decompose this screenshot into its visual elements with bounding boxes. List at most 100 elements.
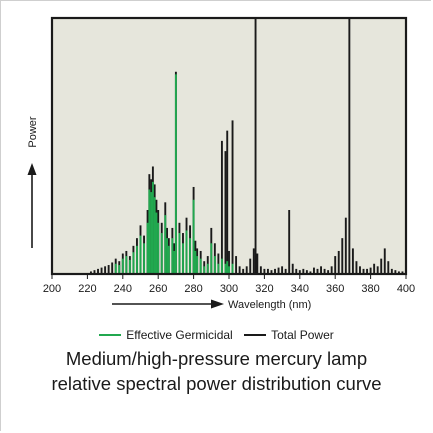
total-power-bar — [249, 258, 252, 274]
total-power-bar — [93, 270, 96, 274]
x-tick-label: 200 — [43, 283, 61, 295]
x-tick-label: 240 — [114, 283, 132, 295]
total-power-bar — [337, 250, 340, 274]
total-power-bar — [330, 266, 333, 274]
y-axis: Power — [27, 116, 39, 248]
x-axis-arrow-head — [211, 299, 224, 309]
total-power-bar — [256, 253, 259, 274]
effective-germicidal-bar — [231, 263, 234, 274]
total-power-bar — [387, 261, 390, 274]
total-power-bar — [89, 271, 92, 274]
effective-germicidal-bar — [155, 212, 158, 274]
effective-germicidal-bar — [143, 243, 145, 274]
effective-germicidal-bar — [226, 261, 229, 274]
x-tick-label: 260 — [149, 283, 167, 295]
total-power-bar — [277, 267, 280, 274]
legend-item-germicidal: Effective Germicidal — [99, 328, 233, 342]
y-axis-arrow-head — [27, 163, 37, 175]
chart-title-line-1: Medium/high-pressure mercury lamp — [65, 348, 368, 369]
x-tick-label: 220 — [78, 283, 96, 295]
total-power-bar — [313, 267, 315, 274]
effective-germicidal-bar — [164, 215, 167, 274]
effective-germicidal-bar — [217, 263, 220, 274]
total-power-bar — [220, 140, 223, 274]
total-power-bar — [274, 268, 276, 274]
germicidal-bars — [114, 74, 234, 274]
effective-germicidal-bar — [166, 238, 168, 274]
x-tick-label: 380 — [361, 283, 379, 295]
total-power-bar — [362, 268, 365, 274]
legend-item-total: Total Power — [244, 328, 334, 342]
effective-germicidal-bar — [153, 197, 156, 274]
effective-germicidal-bar — [210, 243, 213, 274]
total-power-bar — [376, 266, 379, 274]
chart-title: Medium/high-pressure mercury lamp relati… — [0, 346, 433, 396]
total-power-bar — [295, 268, 298, 274]
total-power-bar — [394, 270, 397, 274]
total-power-bar — [383, 248, 386, 274]
total-power-bar — [270, 270, 273, 274]
effective-germicidal-bar — [139, 235, 142, 274]
effective-germicidal-bar — [125, 256, 128, 274]
total-power-bar — [235, 256, 238, 274]
total-power-bar — [263, 268, 266, 274]
total-power-bar — [351, 248, 354, 274]
total-power-bar — [359, 266, 361, 274]
total-power-bar — [320, 266, 322, 274]
total-power-bar — [284, 268, 287, 274]
effective-germicidal-bar — [182, 243, 184, 274]
total-power-bar — [369, 267, 372, 274]
x-tick-label: 400 — [397, 283, 415, 295]
total-power-bar — [323, 268, 326, 274]
total-power-bar — [380, 258, 383, 274]
x-axis-label: Wavelength (nm) — [228, 299, 311, 311]
total-power-bar — [341, 238, 344, 274]
total-power-bar — [254, 18, 257, 274]
y-axis-label: Power — [27, 116, 39, 148]
effective-germicidal-bar — [118, 265, 121, 274]
total-power-bar — [316, 268, 319, 274]
total-power-bar — [111, 262, 114, 274]
total-power-bar — [242, 268, 245, 274]
effective-germicidal-bar — [157, 222, 160, 274]
total-power-bar — [334, 256, 337, 274]
effective-germicidal-bar — [228, 266, 230, 274]
total-power-bar — [288, 210, 291, 274]
total-power-bar — [344, 217, 347, 274]
total-power-bar — [252, 248, 255, 274]
total-power-bar — [373, 263, 376, 274]
x-tick-label: 280 — [184, 283, 202, 295]
spectral-chart: 200 220 240 260 280 300 320 340 360 380 400 Power … — [27, 16, 415, 311]
effective-germicidal-bar — [189, 238, 192, 274]
legend-swatch-germicidal — [99, 333, 122, 336]
total-power-bar — [97, 268, 99, 274]
total-power-bar — [104, 266, 107, 274]
legend: Effective Germicidal Total Power — [0, 328, 433, 342]
chart-title-line-2: relative spectral power distribution cur… — [51, 373, 382, 394]
effective-germicidal-bar — [199, 258, 202, 274]
x-tick-label: 340 — [291, 283, 309, 295]
effective-germicidal-bar — [213, 256, 216, 274]
legend-swatch-total — [244, 333, 267, 336]
total-power-bar — [397, 271, 400, 274]
total-power-bar — [291, 263, 294, 274]
total-power-bar — [355, 261, 358, 274]
total-power-bar — [327, 270, 330, 274]
total-power-bar — [245, 266, 248, 274]
effective-germicidal-bar — [196, 256, 199, 274]
effective-germicidal-bar — [151, 181, 154, 274]
effective-germicidal-bar — [173, 250, 176, 274]
effective-germicidal-bar — [224, 263, 227, 274]
total-power-bar — [226, 130, 229, 274]
total-power-bar — [298, 270, 301, 274]
effective-germicidal-bar — [203, 266, 206, 274]
effective-germicidal-bar — [132, 252, 135, 274]
total-power-bar — [266, 268, 269, 274]
effective-germicidal-bar — [174, 74, 177, 274]
effective-germicidal-bar — [150, 192, 153, 274]
effective-germicidal-bar — [160, 233, 163, 274]
total-power-bar — [259, 266, 262, 274]
x-tick-label: 360 — [326, 283, 344, 295]
effective-germicidal-bar — [121, 258, 124, 274]
